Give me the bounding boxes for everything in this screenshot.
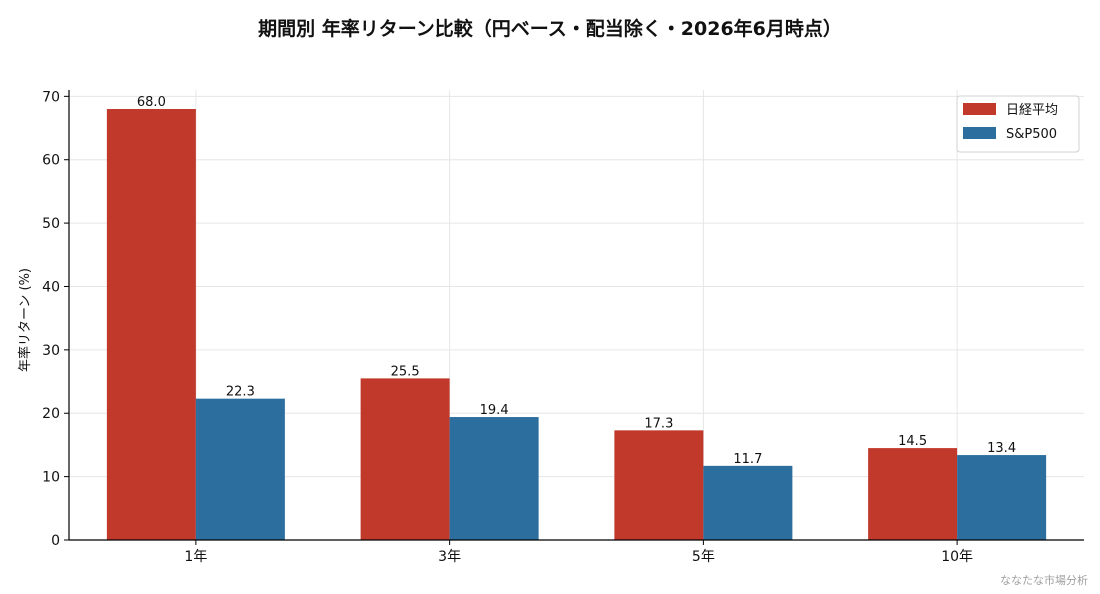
data-label-sp500: 19.4 — [480, 403, 509, 418]
x-tick-label: 10年 — [941, 549, 973, 565]
bar-nikkei — [106, 109, 196, 540]
legend: 日経平均 S&P500 — [956, 95, 1080, 153]
y-axis-label: 年率リターン (%) — [17, 268, 33, 372]
y-tick-label: 50 — [42, 216, 60, 232]
bar-sp500 — [703, 465, 793, 540]
data-labels: 68.0 25.5 17.3 14.5 22.3 19.4 11.7 13.4 — [137, 95, 1016, 467]
y-tick-label: 20 — [42, 406, 60, 422]
y-tick-label: 10 — [42, 470, 60, 486]
y-tick-label: 70 — [42, 89, 60, 105]
legend-label-nikkei: 日経平均 — [1006, 103, 1058, 118]
data-label-sp500: 11.7 — [733, 452, 762, 467]
chart-title: 期間別 年率リターン比較（円ベース・配当除く・2026年6月時点） — [258, 18, 842, 40]
data-label-nikkei: 68.0 — [137, 95, 166, 110]
axes: 0 10 20 30 40 50 60 70 1年 3年 5年 10年 — [42, 89, 1084, 565]
bar-nikkei — [868, 448, 958, 540]
legend-label-sp500: S&P500 — [1006, 127, 1057, 142]
x-tick-label: 3年 — [438, 549, 461, 565]
data-label-nikkei: 25.5 — [391, 364, 420, 379]
bars — [106, 109, 1047, 540]
data-label-nikkei: 14.5 — [898, 434, 927, 449]
legend-swatch-nikkei — [963, 103, 996, 115]
data-label-nikkei: 17.3 — [644, 416, 673, 431]
bar-nikkei — [360, 378, 450, 540]
bar-sp500 — [449, 417, 539, 540]
x-tick-label: 1年 — [184, 549, 207, 565]
bar-sp500 — [957, 455, 1047, 540]
x-tick-label: 5年 — [692, 549, 715, 565]
legend-swatch-sp500 — [963, 127, 996, 139]
y-tick-label: 0 — [51, 533, 60, 549]
y-tick-label: 30 — [42, 343, 60, 359]
data-label-sp500: 13.4 — [987, 441, 1016, 456]
data-label-sp500: 22.3 — [226, 385, 255, 400]
bar-sp500 — [195, 398, 285, 540]
bar-nikkei — [614, 430, 704, 540]
y-tick-label: 60 — [42, 153, 60, 169]
footer-credit: ななたな市場分析 — [1000, 574, 1088, 587]
y-tick-label: 40 — [42, 279, 60, 295]
